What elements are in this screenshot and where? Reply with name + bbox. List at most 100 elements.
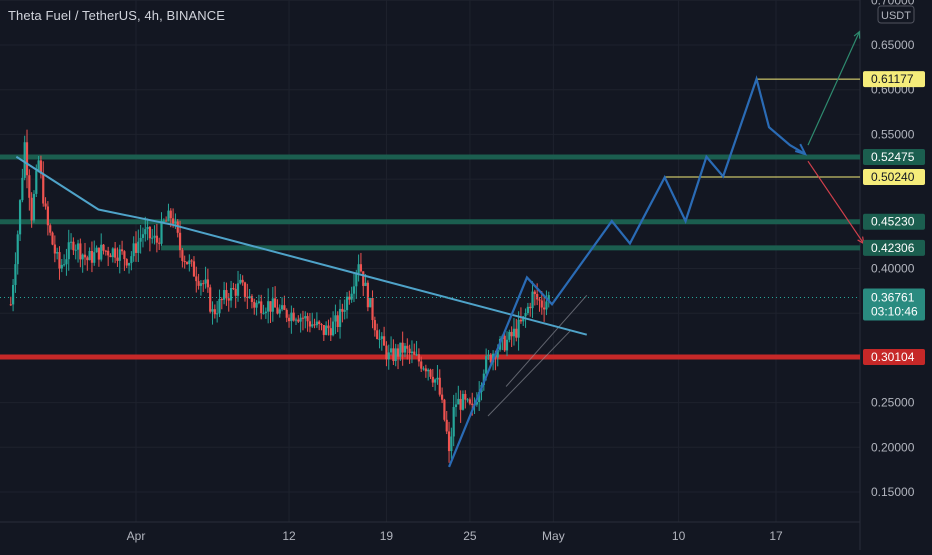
candle-body [471,403,474,405]
candle-body [95,247,98,253]
support-price-label-bg [863,348,925,365]
candle-body [58,252,61,269]
candle-body [313,324,316,326]
candle-body [364,282,367,286]
target-price-label-bg [863,71,925,88]
candle-body [248,296,251,299]
candle-body [21,177,24,201]
candle-body [290,312,293,322]
candle-body [81,254,84,260]
support-price-label: 0.42306 [871,241,915,255]
candle-body [466,399,469,401]
candle-body [18,200,22,235]
candle-body [355,273,358,287]
candle-body [223,290,226,300]
wedge-line [505,294,588,387]
price-tick-label: 0.55000 [871,127,915,141]
candle-body [107,250,110,256]
candle-body [9,304,12,306]
candle-body [334,315,337,322]
candle-body [56,252,59,254]
candle-body [408,348,411,354]
candle-body [413,351,416,355]
candle-body [345,296,349,311]
candle-body [53,244,56,254]
candle-body [440,394,444,400]
candle-body [278,309,281,314]
candle-body [283,305,286,310]
candle-body [32,193,36,221]
candle-body [243,282,247,297]
candle-body [325,325,328,335]
candle-body [380,336,383,339]
candle-body [322,324,325,335]
current-price-tag-bg [863,288,925,321]
candle-body [526,306,529,314]
candle-body [190,260,193,262]
candle-body [260,301,263,314]
candle-body [241,279,244,283]
candle-body [255,303,258,308]
candle-body [195,276,198,282]
candle-body [401,342,404,353]
candle-body [44,203,47,207]
candle-body [417,354,420,362]
candle-body [253,301,256,308]
candle-body [389,348,393,353]
candle-body [510,331,513,337]
candle-body [218,299,221,314]
candle-body [93,252,96,263]
candle-body [74,249,77,251]
candle-body [485,355,488,374]
candle-body [304,316,307,319]
candle-body [424,368,427,372]
candle-body [183,261,186,263]
candle-body [155,235,158,243]
candle-body [16,234,19,265]
candle-body [311,324,314,327]
price-tick-label: 0.20000 [871,440,915,454]
candle-body [452,407,455,437]
candle-body [415,354,418,356]
candle-body [308,321,312,327]
arrowhead [853,30,861,39]
candle-body [450,436,453,452]
candle-body [236,283,240,296]
candle-body [299,317,302,322]
candle-body [114,248,117,258]
candle-body [454,404,458,408]
candle-body [125,259,128,266]
candle-body [519,319,523,322]
candle-body [350,293,353,300]
candle-body [274,298,277,308]
candle-body [496,349,499,358]
candle-body [14,264,17,285]
candle-body [392,348,395,362]
currency-badge [877,5,915,24]
candle-body [269,301,272,312]
candle-body [139,237,142,242]
candle-body [410,351,414,354]
price-tick-label: 0.70000 [871,0,915,7]
candle-body [158,242,161,244]
candle-body [352,286,356,294]
candle-body [65,259,68,265]
candle-body [151,237,154,239]
target-price-label-bg [863,168,925,185]
candle-body [262,313,265,315]
support-price-label: 0.45230 [871,215,915,229]
candle-body [165,220,168,222]
candle-body [199,283,203,286]
time-tick-label: 19 [380,529,394,543]
candle-body [234,288,237,296]
candle-body [294,319,298,321]
candle-body [197,281,200,286]
candle-body [538,299,541,301]
candle-body [246,296,249,299]
candle-body [376,330,379,340]
candle-body [204,279,207,284]
candle-body [232,287,235,289]
candle-body [148,226,152,239]
